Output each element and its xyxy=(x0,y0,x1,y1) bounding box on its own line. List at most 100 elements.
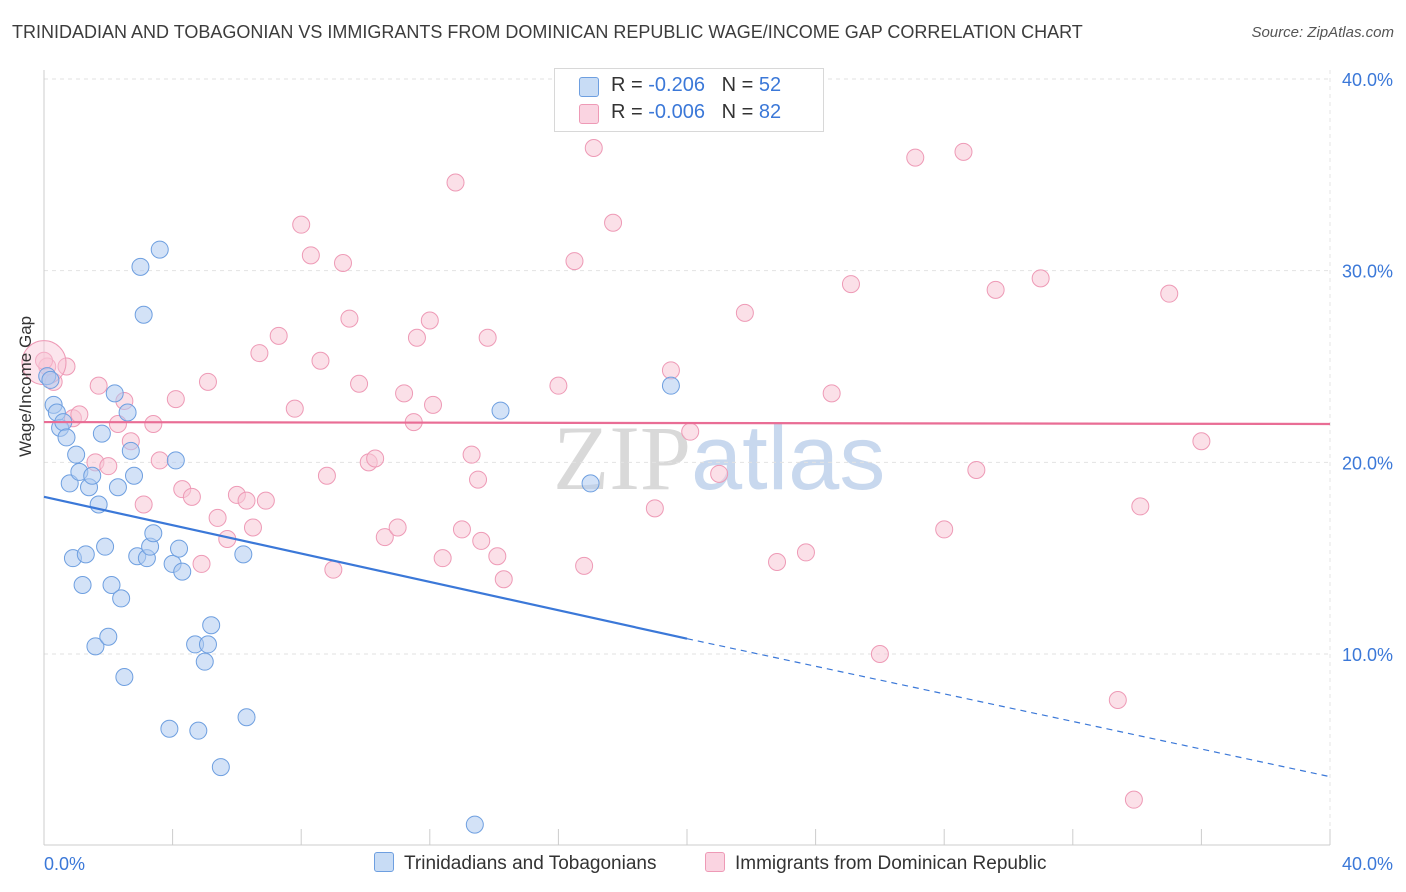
data-point-dominican xyxy=(407,328,426,347)
data-point-dominican xyxy=(150,451,169,470)
bottom-legend-series2: Immigrants from Dominican Republic xyxy=(705,852,1047,875)
y-tick-label: 40.0% xyxy=(1342,70,1393,90)
data-point-dominican xyxy=(350,374,369,393)
data-point-dominican xyxy=(108,415,127,433)
trend-line-dominican xyxy=(43,420,1331,426)
data-point-trinidadian xyxy=(99,627,118,646)
legend-n-label-1: N = xyxy=(721,74,754,96)
data-point-dominican xyxy=(237,491,256,510)
grid-lines xyxy=(44,78,1330,655)
data-point-dominican xyxy=(472,531,491,550)
data-point-dominican xyxy=(57,357,76,376)
data-point-trinidadian xyxy=(211,758,230,777)
data-point-dominican xyxy=(198,372,217,391)
data-point-trinidadian xyxy=(234,545,253,564)
data-point-trinidadian xyxy=(112,589,131,608)
data-point-dominican xyxy=(182,487,201,506)
data-point-dominican xyxy=(604,213,623,232)
data-point-dominican xyxy=(735,303,754,322)
y-tick-label: 30.0% xyxy=(1342,262,1393,282)
legend-r-value-2: -0.006 xyxy=(648,101,705,123)
data-point-dominican xyxy=(256,491,275,510)
data-point-dominican xyxy=(89,376,108,395)
data-point-dominican xyxy=(452,520,471,539)
data-point-dominican xyxy=(1108,691,1127,709)
data-point-dominican xyxy=(301,246,320,265)
legend-r-value-1: -0.206 xyxy=(648,74,705,96)
data-point-dominican xyxy=(565,252,584,271)
data-point-dominican xyxy=(424,395,443,414)
data-point-trinidadian xyxy=(237,708,256,727)
data-point-dominican xyxy=(208,508,227,527)
data-point-trinidadian xyxy=(202,616,221,635)
chart-title: TRINIDADIAN AND TOBAGONIAN VS IMMIGRANTS… xyxy=(12,22,1083,42)
data-point-trinidadian xyxy=(83,466,102,485)
series-dominican-points xyxy=(21,83,1211,809)
axes xyxy=(43,70,1331,846)
data-point-trinidadian xyxy=(86,637,105,656)
data-point-dominican xyxy=(494,570,513,589)
data-point-trinidadian xyxy=(41,370,60,389)
data-point-dominican xyxy=(285,399,304,418)
data-point-dominican xyxy=(395,384,414,403)
data-point-trinidadian xyxy=(166,451,185,470)
x-tick-label: 0.0% xyxy=(44,854,85,874)
data-point-dominican xyxy=(243,518,262,537)
data-point-dominican xyxy=(446,173,465,192)
data-point-dominican xyxy=(549,376,568,395)
bottom-legend-series1: Trinidadians and Tobagonians xyxy=(374,852,656,875)
data-point-dominican xyxy=(967,461,986,479)
data-point-dominican xyxy=(311,351,330,370)
tick-labels: 10.0% 20.0% 30.0% 40.0% 0.0% 40.0% xyxy=(44,70,1393,874)
data-point-trinidadian xyxy=(189,721,208,740)
legend-n-value-1: 52 xyxy=(758,74,782,96)
data-point-trinidadian xyxy=(134,305,153,324)
data-point-trinidadian xyxy=(76,545,95,564)
trend-lines xyxy=(43,420,1331,778)
data-point-dominican xyxy=(478,328,497,347)
y-tick-label: 20.0% xyxy=(1342,453,1393,473)
data-point-trinidadian xyxy=(121,441,140,460)
data-point-dominican xyxy=(317,466,336,485)
data-point-dominican xyxy=(462,445,481,464)
data-point-trinidadian xyxy=(150,240,169,259)
data-point-trinidadian xyxy=(465,815,484,834)
data-point-trinidadian xyxy=(115,668,134,686)
data-point-trinidadian xyxy=(491,401,510,420)
data-point-dominican xyxy=(870,645,889,663)
data-point-trinidadian xyxy=(131,257,150,276)
data-point-trinidadian xyxy=(67,445,86,464)
data-point-dominican xyxy=(488,547,507,566)
x-tick-label: 40.0% xyxy=(1342,854,1393,874)
correlation-legend: R = -0.206 N = 52 R = -0.006 N = 82 xyxy=(554,68,824,132)
data-point-dominican xyxy=(575,556,594,575)
data-point-dominican xyxy=(645,499,664,518)
data-point-dominican xyxy=(661,361,680,380)
data-point-trinidadian xyxy=(108,478,127,497)
data-point-dominican xyxy=(250,344,269,363)
data-point-dominican xyxy=(584,139,603,157)
legend-text-series1: R = -0.206 N = 52 xyxy=(611,74,781,97)
data-point-dominican xyxy=(822,384,841,403)
data-point-trinidadian xyxy=(105,384,124,403)
data-point-dominican xyxy=(144,415,163,433)
data-point-dominican xyxy=(192,554,211,573)
data-point-dominican xyxy=(710,464,729,483)
data-point-dominican xyxy=(433,549,452,568)
data-point-dominican xyxy=(340,309,359,328)
legend-r-label-1: R = xyxy=(611,74,643,96)
legend-n-value-2: 82 xyxy=(758,101,782,123)
bottom-legend-swatch-series1 xyxy=(374,852,394,872)
legend-n-label-2: N = xyxy=(721,101,754,123)
data-point-trinidadian xyxy=(73,576,92,594)
data-point-trinidadian xyxy=(92,424,111,443)
series-trinidadian-points xyxy=(38,240,680,834)
data-point-dominican xyxy=(1031,269,1050,288)
data-point-trinidadian xyxy=(195,652,214,671)
data-point-trinidadian xyxy=(170,539,189,558)
data-point-trinidadian xyxy=(102,576,121,594)
data-point-dominican xyxy=(134,495,153,514)
data-point-trinidadian xyxy=(661,376,680,395)
data-point-dominican xyxy=(166,390,185,409)
